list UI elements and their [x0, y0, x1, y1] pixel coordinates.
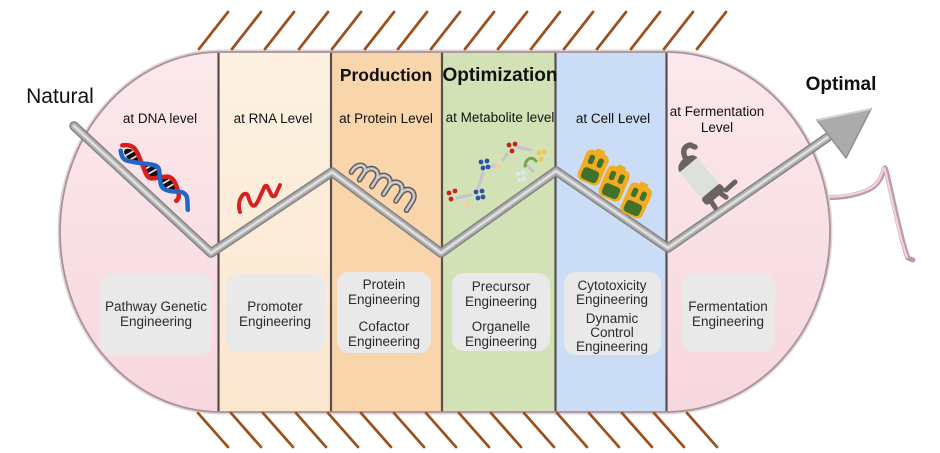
svg-text:at Metabolite level: at Metabolite level — [446, 110, 555, 125]
svg-text:Engineering: Engineering — [692, 314, 764, 329]
svg-text:Control: Control — [590, 325, 634, 340]
svg-text:at Fermentation: at Fermentation — [670, 104, 765, 119]
svg-text:Protein: Protein — [363, 277, 406, 292]
svg-text:Engineering: Engineering — [465, 294, 537, 309]
svg-text:Optimal: Optimal — [806, 74, 877, 95]
svg-text:at Cell Level: at Cell Level — [576, 111, 650, 126]
svg-text:Engineering: Engineering — [348, 334, 420, 349]
svg-text:Fermentation: Fermentation — [688, 299, 768, 314]
svg-text:at Protein Level: at Protein Level — [339, 111, 433, 126]
svg-text:Engineering: Engineering — [465, 334, 537, 349]
svg-text:Engineering: Engineering — [239, 314, 311, 329]
svg-text:Engineering: Engineering — [120, 314, 192, 329]
svg-text:Production: Production — [340, 65, 432, 85]
svg-text:Natural: Natural — [26, 85, 94, 108]
svg-text:at RNA Level: at RNA Level — [234, 111, 313, 126]
svg-text:Precursor: Precursor — [472, 279, 531, 294]
svg-text:Pathway Genetic: Pathway Genetic — [105, 299, 207, 314]
svg-text:Organelle: Organelle — [472, 319, 531, 334]
svg-text:Cytotoxicity: Cytotoxicity — [577, 278, 646, 293]
svg-text:Engineering: Engineering — [348, 292, 420, 307]
svg-text:Cofactor: Cofactor — [358, 319, 410, 334]
svg-text:Engineering: Engineering — [576, 339, 648, 354]
svg-text:Promoter: Promoter — [247, 299, 303, 314]
svg-text:at DNA level: at DNA level — [123, 111, 197, 126]
svg-text:Optimization: Optimization — [442, 65, 557, 86]
svg-text:Dynamic: Dynamic — [586, 311, 639, 326]
svg-text:Level: Level — [701, 120, 733, 135]
svg-text:Engineering: Engineering — [576, 292, 648, 307]
